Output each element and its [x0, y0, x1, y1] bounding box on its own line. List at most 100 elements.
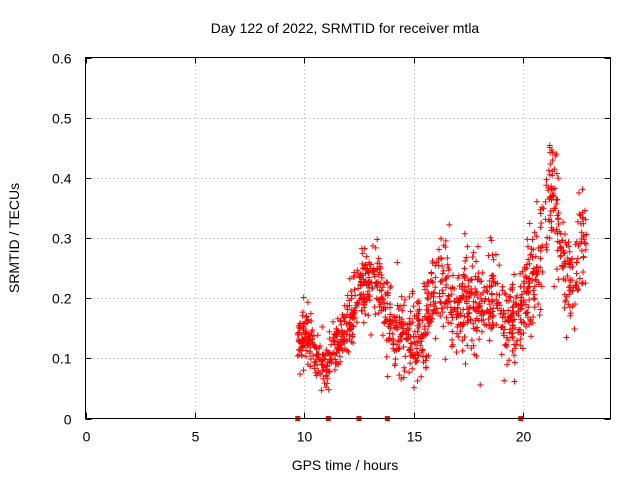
data-point [499, 287, 506, 294]
data-point [439, 287, 446, 294]
data-point [360, 291, 367, 298]
data-point [453, 349, 460, 356]
data-point [396, 345, 403, 352]
data-point [574, 255, 581, 262]
data-point [346, 321, 353, 328]
data-point [532, 253, 539, 260]
data-point [424, 279, 431, 286]
data-point [437, 313, 444, 320]
data-point [530, 313, 537, 320]
data-point [415, 310, 422, 317]
data-point [567, 312, 574, 319]
data-point [312, 358, 319, 365]
data-point [465, 310, 472, 317]
data-point [299, 336, 306, 343]
y-tick-label: 0.4 [52, 171, 72, 187]
data-point [341, 302, 348, 309]
data-point [386, 330, 393, 337]
data-point [501, 377, 508, 384]
data-point [399, 307, 406, 314]
data-point [385, 323, 392, 330]
data-point [410, 303, 417, 310]
data-point [565, 239, 572, 246]
data-point [476, 336, 483, 343]
data-point [307, 356, 314, 363]
data-point [546, 142, 553, 149]
data-point [510, 352, 517, 359]
data-point [334, 344, 341, 351]
data-point [448, 309, 455, 316]
data-point [410, 333, 417, 340]
data-point [330, 318, 337, 325]
data-point [562, 297, 569, 304]
data-point [347, 321, 354, 328]
axis-ticks [85, 57, 611, 420]
data-point [509, 333, 516, 340]
data-point [300, 342, 307, 349]
data-point [306, 350, 313, 357]
data-point [331, 338, 338, 345]
data-point [362, 311, 369, 318]
data-point [313, 372, 320, 379]
data-point [496, 262, 503, 269]
data-point [304, 319, 311, 326]
data-point [440, 290, 447, 297]
data-point [579, 279, 586, 286]
data-point [549, 157, 556, 164]
data-point [386, 337, 393, 344]
data-point [349, 331, 356, 338]
data-point [388, 283, 395, 290]
data-point [351, 286, 358, 293]
data-point [574, 218, 581, 225]
data-point [553, 170, 560, 177]
data-point [299, 320, 306, 327]
data-point [498, 307, 505, 314]
data-point [542, 216, 549, 223]
data-point [466, 309, 473, 316]
data-point [376, 269, 383, 276]
data-point [525, 288, 532, 295]
data-point [384, 373, 391, 380]
data-point [472, 285, 479, 292]
data-point [521, 264, 528, 271]
data-point [528, 333, 535, 340]
data-point [531, 296, 538, 303]
data-point [550, 193, 557, 200]
data-point [489, 324, 496, 331]
data-point [480, 310, 487, 317]
data-point [471, 351, 478, 358]
data-point [436, 293, 443, 300]
data-point [406, 315, 413, 322]
data-point [511, 316, 518, 323]
y-tick-labels: 0 0.1 0.2 0.3 0.4 0.5 0.6 [52, 51, 72, 428]
data-point [327, 356, 334, 363]
data-point [421, 326, 428, 333]
data-point [566, 248, 573, 255]
data-point [308, 328, 315, 335]
data-point [365, 281, 372, 288]
x-tick-label: 15 [407, 429, 423, 445]
data-point [566, 284, 573, 291]
data-point [517, 283, 524, 290]
data-point [512, 345, 519, 352]
data-point [531, 291, 538, 298]
data-point [394, 314, 401, 321]
data-point [454, 299, 461, 306]
data-point [521, 320, 528, 327]
data-point [487, 309, 494, 316]
data-point [390, 338, 397, 345]
data-point [561, 250, 568, 257]
data-point [384, 290, 391, 297]
data-point [479, 269, 486, 276]
data-point [362, 270, 369, 277]
data-point [560, 219, 567, 226]
data-point [500, 332, 507, 339]
data-point [378, 287, 385, 294]
data-point [544, 234, 551, 241]
data-point [488, 290, 495, 297]
data-point [444, 254, 451, 261]
data-point [398, 331, 405, 338]
data-point [401, 368, 408, 375]
data-point [464, 243, 471, 250]
